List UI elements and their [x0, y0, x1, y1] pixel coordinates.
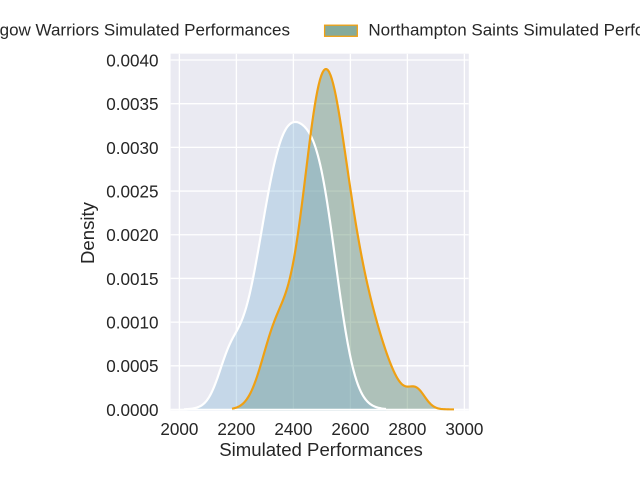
svg-text:2000: 2000 [160, 420, 198, 439]
svg-text:0.0005: 0.0005 [106, 357, 158, 376]
svg-text:0.0015: 0.0015 [106, 270, 158, 289]
svg-text:2800: 2800 [388, 420, 426, 439]
svg-text:2600: 2600 [331, 420, 369, 439]
svg-text:2400: 2400 [274, 420, 312, 439]
svg-text:0.0020: 0.0020 [106, 226, 158, 245]
svg-text:0.0000: 0.0000 [106, 401, 158, 420]
svg-text:2200: 2200 [217, 420, 255, 439]
svg-text:0.0010: 0.0010 [106, 314, 158, 333]
svg-text:0.0035: 0.0035 [106, 95, 158, 114]
svg-text:Density: Density [77, 201, 98, 264]
svg-text:Glasgow Warriors Simulated Per: Glasgow Warriors Simulated Performances [0, 21, 290, 40]
svg-text:Simulated Performances: Simulated Performances [219, 439, 423, 460]
svg-text:3000: 3000 [445, 420, 483, 439]
svg-text:0.0040: 0.0040 [106, 51, 158, 70]
svg-text:0.0030: 0.0030 [106, 139, 158, 158]
svg-text:0.0025: 0.0025 [106, 182, 158, 201]
svg-text:Northampton Saints Simulated P: Northampton Saints Simulated Performance… [368, 21, 640, 40]
